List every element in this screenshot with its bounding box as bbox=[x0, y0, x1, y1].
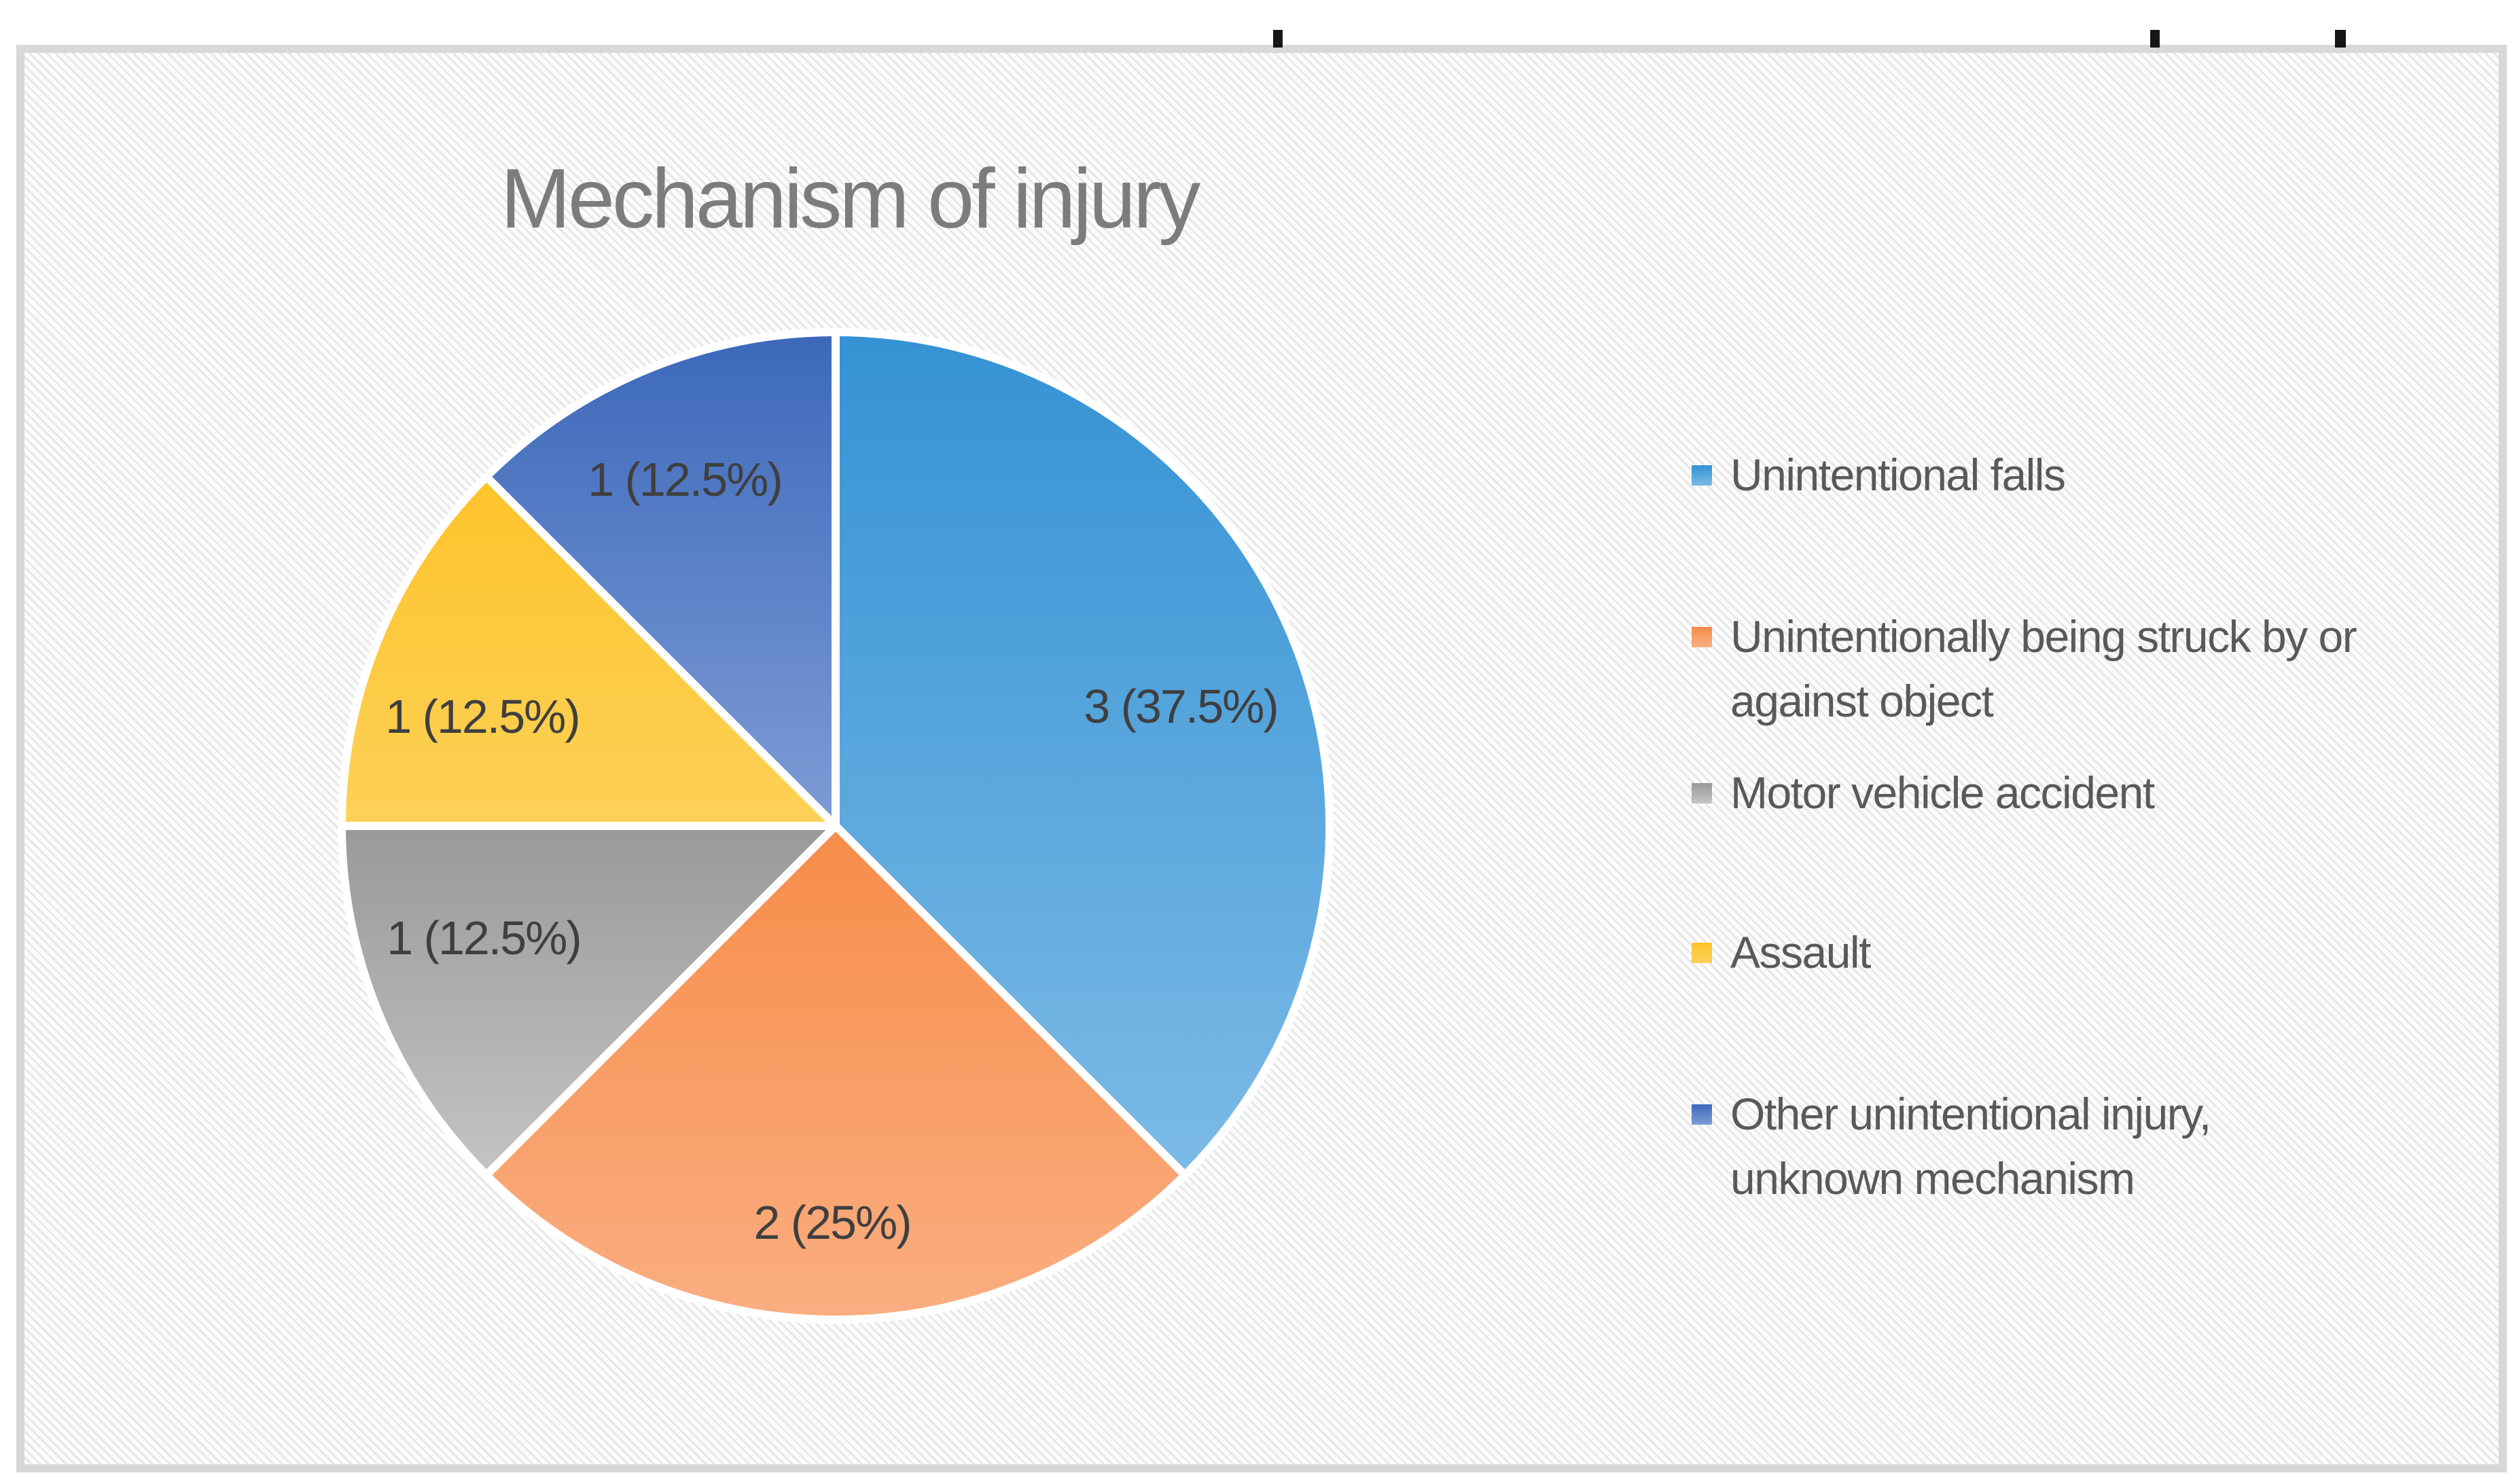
data-label-motor-vehicle-accident: 1 (12.5%) bbox=[387, 911, 580, 964]
legend-label: Other unintentional injury, unknown mech… bbox=[1730, 1089, 2211, 1204]
cropped-text-artifact bbox=[2150, 30, 2160, 48]
legend-label: Unintentionally being struck by or again… bbox=[1730, 611, 2357, 726]
pie-slice-motor-vehicle-accident bbox=[338, 822, 840, 1180]
data-label-struck-by-object: 2 (25%) bbox=[753, 1196, 910, 1249]
legend-marker-unintentional-falls bbox=[1692, 465, 1712, 486]
data-label-assault: 1 (12.5%) bbox=[385, 690, 579, 743]
chart-title: Mechanism of injury bbox=[500, 152, 1201, 246]
legend-label: Unintentional falls bbox=[1730, 450, 2066, 500]
cropped-text-artifact bbox=[1273, 30, 1283, 48]
legend-label: Motor vehicle accident bbox=[1730, 767, 2155, 818]
legend-label: Assault bbox=[1730, 927, 1871, 977]
data-label-unintentional-falls: 3 (37.5%) bbox=[1084, 680, 1277, 733]
pie-slice-assault bbox=[338, 472, 840, 830]
legend-marker-assault bbox=[1692, 943, 1712, 963]
pie-slice-other-unintentional bbox=[482, 328, 840, 830]
pie-slice-struck-by-object bbox=[482, 822, 1190, 1324]
legend-marker-other-unintentional bbox=[1692, 1104, 1712, 1125]
legend-marker-struck-by-object bbox=[1692, 627, 1712, 647]
legend-marker-motor-vehicle-accident bbox=[1692, 783, 1712, 803]
pie-slice-unintentional-falls bbox=[832, 328, 1334, 1180]
data-label-other-unintentional: 1 (12.5%) bbox=[588, 453, 781, 506]
cropped-text-artifact bbox=[2335, 30, 2346, 48]
